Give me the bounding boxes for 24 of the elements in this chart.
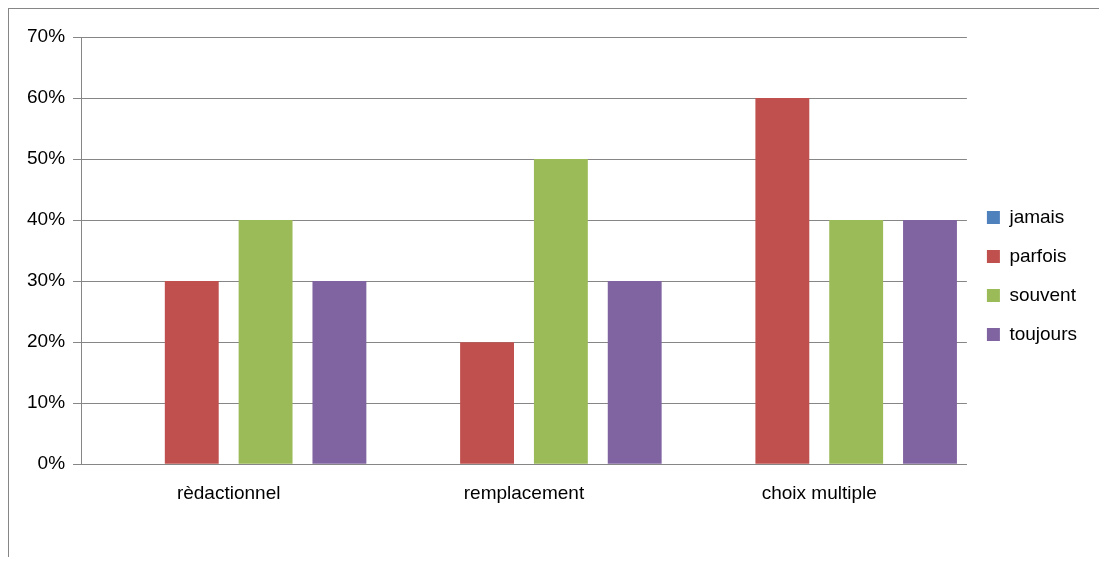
x-tick-label: rèdactionnel (176, 481, 281, 503)
y-tick-label: 70% (27, 25, 66, 47)
x-tick-label: choix multiple (761, 481, 877, 503)
legend-label: toujours (1009, 322, 1078, 344)
bar (755, 98, 810, 464)
y-tick-label: 50% (27, 147, 66, 169)
bar (460, 342, 514, 464)
y-tick-label: 10% (27, 391, 66, 413)
y-tick-label: 0% (37, 452, 66, 474)
bar (829, 220, 884, 464)
y-tick-label: 60% (27, 86, 66, 108)
y-tick-label: 40% (27, 208, 66, 230)
bar (312, 281, 367, 464)
bar (607, 281, 662, 464)
x-tick-label: remplacement (463, 481, 585, 503)
legend-label: souvent (1009, 283, 1077, 305)
bar (238, 220, 293, 464)
legend-label: parfois (1009, 244, 1067, 266)
y-tick-label: 20% (27, 330, 66, 352)
bar (164, 281, 219, 464)
y-tick-label: 30% (27, 269, 66, 291)
bar (533, 159, 588, 464)
bar (903, 220, 957, 464)
legend-label: jamais (1008, 205, 1065, 227)
